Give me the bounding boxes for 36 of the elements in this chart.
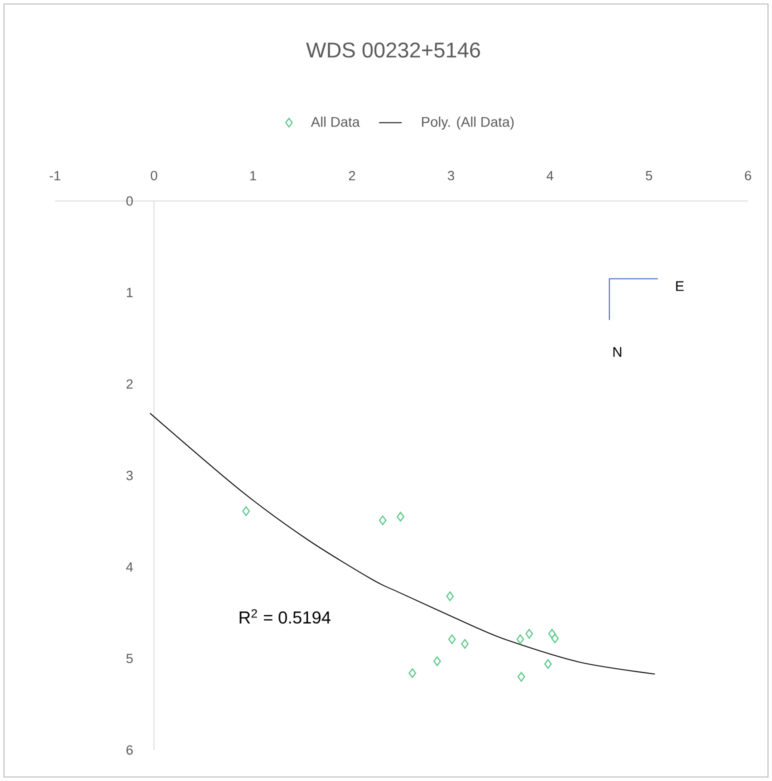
point xyxy=(516,634,524,644)
y-tick-label: 3 xyxy=(126,470,133,480)
x-tick-label: 5 xyxy=(646,170,652,180)
x-tick-label: 4 xyxy=(546,171,554,180)
point xyxy=(548,628,556,639)
legend-label: Poly. (All Data) xyxy=(422,116,514,130)
point xyxy=(448,634,456,644)
point xyxy=(408,668,416,678)
x-tick-label: -1 xyxy=(50,171,60,180)
point xyxy=(396,512,404,522)
x-tick-label: 6 xyxy=(744,170,752,180)
annotation: E xyxy=(676,281,684,291)
point xyxy=(461,639,469,649)
y-tick-label: 2 xyxy=(126,379,133,389)
y-tick-label: 5 xyxy=(126,654,133,664)
y-tick-label: 0 xyxy=(126,196,133,206)
x-tick-label: 1 xyxy=(250,171,256,180)
point xyxy=(525,628,534,639)
line-series xyxy=(150,412,656,675)
x-tick-label: 3 xyxy=(448,170,454,180)
y-tick-label: 4 xyxy=(126,562,133,572)
point xyxy=(551,634,559,644)
point xyxy=(446,591,454,602)
chart-title: WDS 00232+5146 xyxy=(306,42,480,58)
point xyxy=(242,506,250,516)
point xyxy=(378,515,386,526)
point xyxy=(517,672,526,682)
annotation: N xyxy=(613,347,622,357)
x-tick-label: 0 xyxy=(150,170,158,180)
y-tick-label: 1 xyxy=(126,288,133,298)
annotation: R$^{2}$ = 0.5194 xyxy=(240,609,331,624)
legend-label: All Data xyxy=(310,116,360,127)
x-tick-label: 2 xyxy=(348,170,356,180)
point xyxy=(433,656,441,666)
y-tick-label: 6 xyxy=(126,745,133,755)
point xyxy=(544,659,552,669)
